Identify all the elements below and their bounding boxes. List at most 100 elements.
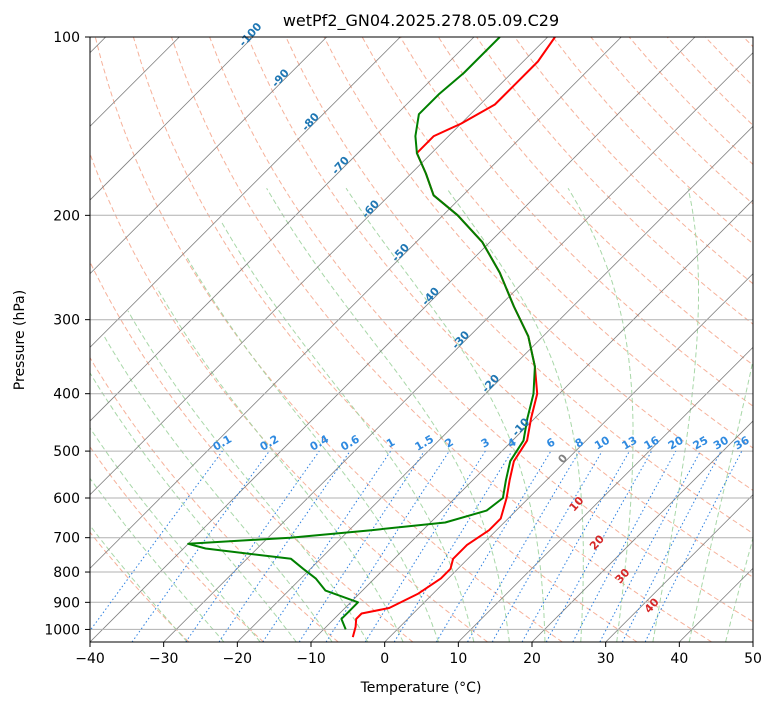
dry-adiabat	[90, 531, 190, 642]
mixing-ratio-line	[90, 450, 223, 632]
x-tick-label: −20	[223, 651, 253, 667]
dry-adiabat	[247, 37, 753, 578]
dry-adiabat	[399, 37, 753, 407]
moist-adiabat	[90, 477, 225, 642]
moist-adiabat	[103, 336, 333, 642]
isotherm	[752, 641, 753, 642]
dry-adiabat	[90, 356, 339, 642]
y-tick-label: 700	[53, 531, 80, 547]
mixing-ratio-label: 20	[666, 433, 686, 452]
x-tick-label: 10	[449, 651, 467, 667]
mixing-ratio-line	[262, 450, 392, 642]
x-tick-label: 30	[597, 651, 615, 667]
isotherm	[605, 494, 753, 642]
isotherm	[90, 37, 622, 569]
isotherm	[237, 125, 753, 642]
dry-adiabat	[361, 37, 753, 449]
mixing-ratio-line	[185, 450, 320, 642]
x-tick-label: 40	[670, 651, 688, 667]
moist-adiabat	[220, 221, 475, 642]
y-tick-label: 100	[53, 30, 80, 46]
x-tick-label: 50	[744, 651, 762, 667]
dry-adiabat	[476, 37, 753, 325]
isotherm-label: -30	[449, 328, 472, 352]
y-tick-label: 800	[53, 565, 80, 581]
isotherm-label: -20	[479, 372, 502, 396]
dry-adiabat	[90, 152, 488, 642]
dewpoint-profile	[187, 37, 536, 630]
mixing-ratio-line	[435, 450, 552, 642]
isotherm	[458, 346, 753, 642]
x-tick-label: −40	[75, 651, 105, 667]
mixing-ratio-line	[621, 450, 722, 642]
chart-title: wetPf2_GN04.2025.278.05.09.C29	[283, 11, 559, 31]
isotherm	[679, 567, 753, 642]
mixing-ratio-line	[393, 450, 513, 642]
y-axis-label: Pressure (hPa)	[12, 290, 28, 390]
dry-adiabat	[171, 37, 712, 642]
mixing-ratio-label: 6	[544, 435, 557, 450]
x-tick-label: 0	[380, 651, 389, 667]
temperature-profile	[351, 37, 556, 638]
mixing-ratio-label: 16	[642, 433, 662, 452]
isotherm-label: -100	[236, 20, 264, 49]
dry-adiabat	[590, 37, 753, 205]
x-tick-label: −10	[296, 651, 326, 667]
dry-adiabat	[209, 37, 753, 623]
dry-adiabat	[666, 37, 753, 126]
mixing-ratio-label: 13	[620, 434, 640, 453]
moist-adiabat-label: 30	[613, 566, 633, 586]
mixing-ratio-line	[325, 450, 450, 642]
dry-adiabat	[94, 37, 563, 642]
isotherm	[90, 37, 401, 348]
moist-adiabat	[186, 256, 439, 642]
isotherm	[163, 52, 753, 642]
line-labels: 0.1 0.2 0.4 0.6 1 1.5 2 3 4 6 8 10 13 16 20 25 30 36-100-…	[211, 20, 752, 616]
x-axis: −40 −30 −20 −10 0 10 20 30 40 50	[75, 642, 762, 667]
mixing-ratio-label: 0.4	[308, 432, 332, 453]
moist-adiabat	[725, 536, 753, 642]
mixing-ratio-line	[644, 450, 743, 642]
dry-adiabat	[132, 37, 638, 642]
dry-adiabat	[323, 37, 753, 491]
mixing-ratio-label: 2	[443, 436, 456, 451]
y-tick-label: 1000	[44, 622, 80, 638]
dry-adiabat	[743, 37, 753, 48]
mixing-ratio-line	[572, 450, 677, 642]
y-axis: 1000 900 800 700 600 500 400 300 200 100	[44, 30, 90, 638]
isotherm	[310, 199, 753, 642]
moist-adiabat-label: 10	[567, 494, 587, 514]
moist-adiabat	[266, 187, 510, 642]
isotherm-label: -80	[299, 110, 322, 134]
y-tick-label: 600	[53, 491, 80, 507]
mixing-ratio-label: 1.5	[413, 433, 436, 454]
isotherm-label: -70	[329, 154, 352, 178]
moist-adiabat-label: 0	[556, 451, 571, 466]
isotherm	[384, 273, 753, 642]
mixing-ratio-line	[521, 450, 630, 642]
dry-adiabat	[437, 37, 753, 366]
isotherm-label: -90	[269, 66, 292, 90]
dry-adiabat	[514, 37, 753, 285]
mixing-ratio-label: 0.1	[211, 433, 234, 454]
dry-adiabat	[285, 37, 753, 535]
isotherm	[90, 37, 254, 201]
moist-adiabat	[156, 287, 404, 642]
y-tick-label: 400	[53, 387, 80, 403]
isotherm-label: -50	[389, 241, 412, 265]
isotherm	[90, 37, 475, 422]
moist-adiabat	[688, 358, 753, 642]
plot-frame	[89, 36, 754, 643]
mixing-ratio-label: 3	[479, 436, 492, 451]
moist-adiabat	[90, 524, 188, 642]
x-tick-label: 20	[523, 651, 541, 667]
mixing-ratio-line	[545, 450, 653, 642]
moist-adiabat	[567, 187, 634, 642]
y-tick-label: 300	[53, 313, 80, 329]
moist-adiabat	[345, 187, 546, 642]
isotherm	[90, 37, 548, 496]
isotherm	[90, 37, 327, 275]
mixing-ratio-line	[131, 450, 270, 642]
isotherm	[531, 420, 753, 642]
